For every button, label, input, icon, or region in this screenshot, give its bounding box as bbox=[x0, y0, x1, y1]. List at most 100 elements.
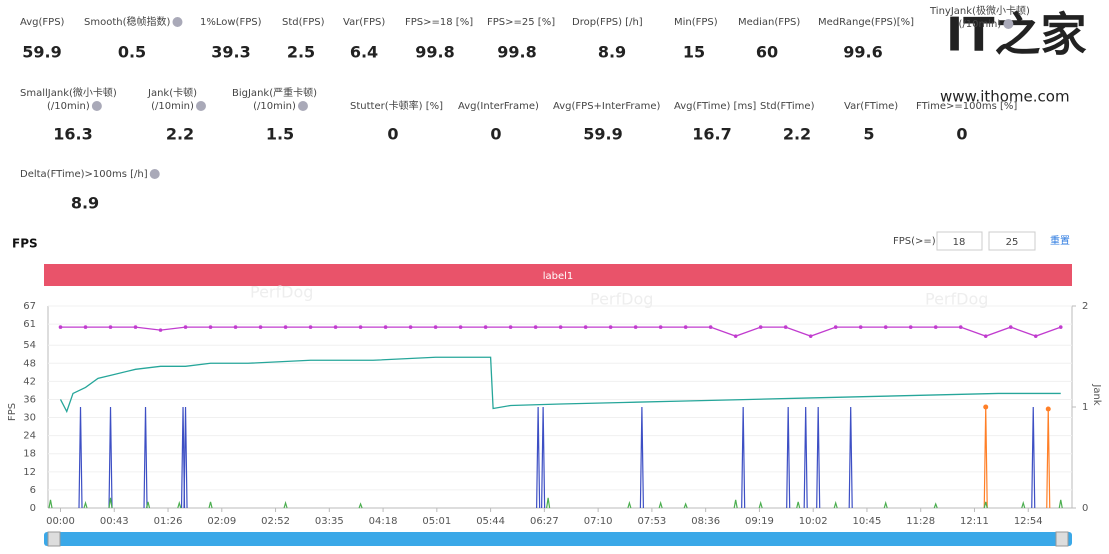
point bbox=[908, 325, 913, 329]
metric-value: 15 bbox=[683, 43, 705, 62]
jank-spike bbox=[143, 406, 148, 509]
point bbox=[508, 325, 513, 329]
point bbox=[583, 325, 588, 329]
x-tick-label: 02:52 bbox=[261, 516, 290, 527]
x-tick-label: 07:10 bbox=[584, 516, 613, 527]
jank-spike bbox=[1031, 406, 1036, 509]
reset-button[interactable]: 重置 bbox=[1050, 234, 1070, 247]
point bbox=[683, 325, 688, 329]
metric-label: Min(FPS) bbox=[674, 17, 718, 28]
jank-marker bbox=[983, 404, 989, 410]
point bbox=[408, 325, 413, 329]
point bbox=[433, 325, 438, 329]
point bbox=[733, 334, 738, 338]
metric-label: SmallJank(微小卡顿) bbox=[20, 86, 117, 99]
jank-marker bbox=[1045, 406, 1051, 412]
logo: IT之家 bbox=[946, 8, 1087, 62]
threshold-value[interactable]: 25 bbox=[1006, 237, 1019, 248]
y-tick-label: 30 bbox=[23, 413, 36, 424]
jank-spike bbox=[78, 406, 83, 509]
scrollbar[interactable] bbox=[44, 532, 1072, 546]
jank-spike bbox=[758, 500, 763, 509]
y2-tick-label: 0 bbox=[1082, 503, 1088, 514]
y2-tick-label: 2 bbox=[1082, 301, 1088, 312]
x-tick-label: 10:45 bbox=[853, 516, 882, 527]
threshold-value[interactable]: 18 bbox=[953, 237, 966, 248]
point bbox=[258, 325, 263, 329]
jank-spike bbox=[145, 501, 151, 509]
logo-url: www.ithome.com bbox=[940, 88, 1070, 106]
point bbox=[1058, 325, 1063, 329]
x-tick-label: 08:36 bbox=[691, 516, 720, 527]
jank-spike bbox=[786, 406, 791, 509]
metric-value: 8.9 bbox=[598, 43, 626, 62]
metric-label: Delta(FTime)>100ms [/h] bbox=[20, 169, 148, 180]
point bbox=[1008, 325, 1013, 329]
help-icon bbox=[91, 101, 102, 111]
point bbox=[283, 325, 288, 329]
jank-spike bbox=[108, 406, 113, 509]
scroll-handle[interactable] bbox=[47, 531, 61, 547]
point bbox=[758, 325, 763, 329]
point bbox=[958, 325, 963, 329]
y-tick-label: 18 bbox=[23, 449, 36, 460]
y-tick-label: 36 bbox=[23, 394, 36, 405]
help-icon bbox=[149, 169, 160, 179]
scroll-handle[interactable] bbox=[1055, 531, 1069, 547]
threshold-input[interactable] bbox=[988, 231, 1036, 251]
threshold-input[interactable] bbox=[936, 231, 983, 251]
metric-label: Stutter(卡顿率) [%] bbox=[350, 99, 443, 112]
metric-label: Smooth(稳帧指数) bbox=[84, 15, 170, 28]
y-tick-label: 48 bbox=[23, 358, 36, 369]
point bbox=[233, 325, 238, 329]
chart-title: FPS bbox=[12, 237, 38, 251]
metric-label: BigJank(严重卡顿) bbox=[232, 86, 317, 99]
point bbox=[558, 325, 563, 329]
metric-label: (/10min) bbox=[253, 101, 296, 112]
metric-value: 99.8 bbox=[497, 43, 536, 62]
metric-label: Jank(卡顿) bbox=[147, 86, 197, 99]
help-icon bbox=[1003, 19, 1014, 29]
label-band[interactable] bbox=[44, 264, 1072, 286]
x-tick-label: 05:01 bbox=[422, 516, 451, 527]
point bbox=[333, 325, 338, 329]
metric-value: 8.9 bbox=[71, 194, 99, 213]
x-tick-label: 12:11 bbox=[960, 516, 989, 527]
jank-spike bbox=[541, 406, 546, 509]
jank-spike bbox=[177, 500, 182, 509]
series-line bbox=[59, 356, 1061, 414]
metric-label: FPS>=25 [%] bbox=[487, 17, 555, 28]
y-tick-label: 24 bbox=[23, 431, 36, 442]
y2-tick-label: 1 bbox=[1082, 402, 1088, 413]
point bbox=[1033, 334, 1038, 338]
jank-spike bbox=[1058, 499, 1063, 509]
point bbox=[83, 325, 88, 329]
metric-label: Avg(FPS+InterFrame) bbox=[553, 101, 661, 112]
jank-spike bbox=[1021, 500, 1026, 509]
jank-spike bbox=[883, 500, 888, 509]
x-tick-label: 06:27 bbox=[530, 516, 559, 527]
metric-label: (/10min) bbox=[151, 101, 194, 112]
metric-value: 0.5 bbox=[118, 43, 146, 62]
y-tick-label: 12 bbox=[23, 467, 36, 478]
help-icon bbox=[195, 101, 206, 111]
y-axis-title: FPS bbox=[7, 403, 18, 421]
metric-value: 5 bbox=[863, 125, 874, 144]
jank-spike bbox=[741, 406, 746, 509]
jank-spike bbox=[983, 501, 988, 509]
point bbox=[208, 325, 213, 329]
jank-spike bbox=[933, 502, 938, 509]
point bbox=[308, 325, 313, 329]
jank-spike bbox=[283, 500, 288, 509]
metric-value: 2.2 bbox=[166, 125, 194, 144]
x-tick-label: 12:54 bbox=[1014, 516, 1043, 527]
metric-value: 59.9 bbox=[22, 43, 61, 62]
y2-axis-title: Jank bbox=[1091, 383, 1102, 405]
point bbox=[183, 325, 188, 329]
metric-label: Std(FPS) bbox=[282, 17, 325, 28]
x-tick-label: 01:26 bbox=[154, 516, 183, 527]
jank-spike bbox=[108, 497, 113, 509]
metric-label: Avg(FTime) [ms] bbox=[674, 101, 756, 112]
x-tick-label: 00:43 bbox=[100, 516, 129, 527]
point bbox=[883, 325, 888, 329]
